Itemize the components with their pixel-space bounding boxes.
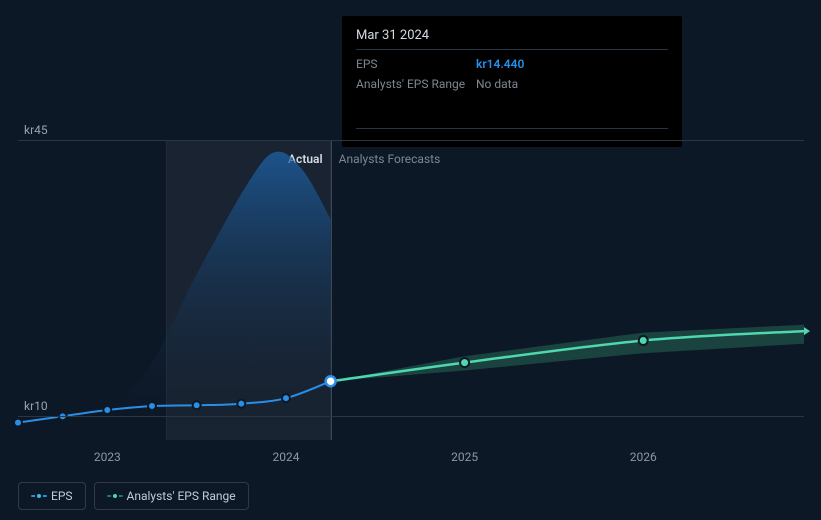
legend-swatch xyxy=(107,492,119,500)
y-gridline xyxy=(18,140,804,141)
tooltip-row-eps: EPS kr14.440 xyxy=(356,54,668,74)
plot-area[interactable]: Actual Analysts Forecasts kr45kr10 xyxy=(18,140,804,440)
x-tick-label: 2024 xyxy=(272,450,299,464)
legend-swatch xyxy=(31,492,43,500)
tooltip-divider xyxy=(356,49,668,50)
x-tick-label: 2025 xyxy=(451,450,478,464)
y-tick-label: kr45 xyxy=(24,123,48,137)
tooltip-footer-divider xyxy=(356,128,668,129)
forecast-arrow-icon xyxy=(804,327,810,335)
legend-label: EPS xyxy=(51,489,73,503)
hover-point xyxy=(326,376,336,386)
x-axis: 2023 2024 2025 2026 xyxy=(18,450,804,470)
eps-point xyxy=(282,394,290,402)
eps-point xyxy=(148,402,156,410)
eps-point xyxy=(237,400,245,408)
tooltip-key: EPS xyxy=(356,57,476,71)
tooltip-value: No data xyxy=(476,77,518,91)
tooltip-key: Analysts' EPS Range xyxy=(356,77,476,91)
chart-legend: EPS Analysts' EPS Range xyxy=(18,482,249,510)
eps-point xyxy=(103,406,111,414)
legend-item-eps[interactable]: EPS xyxy=(18,482,86,510)
tooltip-value: kr14.440 xyxy=(476,57,524,71)
legend-label: Analysts' EPS Range xyxy=(127,489,236,503)
legend-item-range[interactable]: Analysts' EPS Range xyxy=(94,482,249,510)
chart-tooltip: Mar 31 2024 EPS kr14.440 Analysts' EPS R… xyxy=(342,16,682,147)
eps-point xyxy=(14,419,22,427)
legend-dot-icon xyxy=(35,492,43,500)
tooltip-row-range: Analysts' EPS Range No data xyxy=(356,74,668,94)
forecast-range-area xyxy=(331,325,804,382)
eps-chart: Mar 31 2024 EPS kr14.440 Analysts' EPS R… xyxy=(0,0,821,520)
chart-svg xyxy=(18,140,804,440)
legend-dot-icon xyxy=(111,492,119,500)
y-gridline xyxy=(18,416,804,417)
x-tick-label: 2023 xyxy=(94,450,121,464)
forecast-point xyxy=(460,358,469,367)
forecast-point xyxy=(639,336,648,345)
tooltip-date: Mar 31 2024 xyxy=(356,28,668,43)
eps-point xyxy=(193,401,201,409)
x-tick-label: 2026 xyxy=(630,450,657,464)
y-tick-label: kr10 xyxy=(24,399,48,413)
